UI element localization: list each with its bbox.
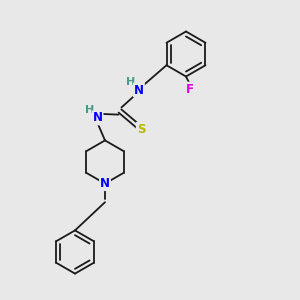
Text: N: N	[134, 83, 144, 97]
Text: F: F	[186, 82, 194, 96]
Text: N: N	[100, 177, 110, 190]
Text: H: H	[127, 77, 136, 87]
Text: H: H	[85, 105, 94, 115]
Text: S: S	[137, 123, 145, 136]
Text: N: N	[92, 111, 103, 124]
